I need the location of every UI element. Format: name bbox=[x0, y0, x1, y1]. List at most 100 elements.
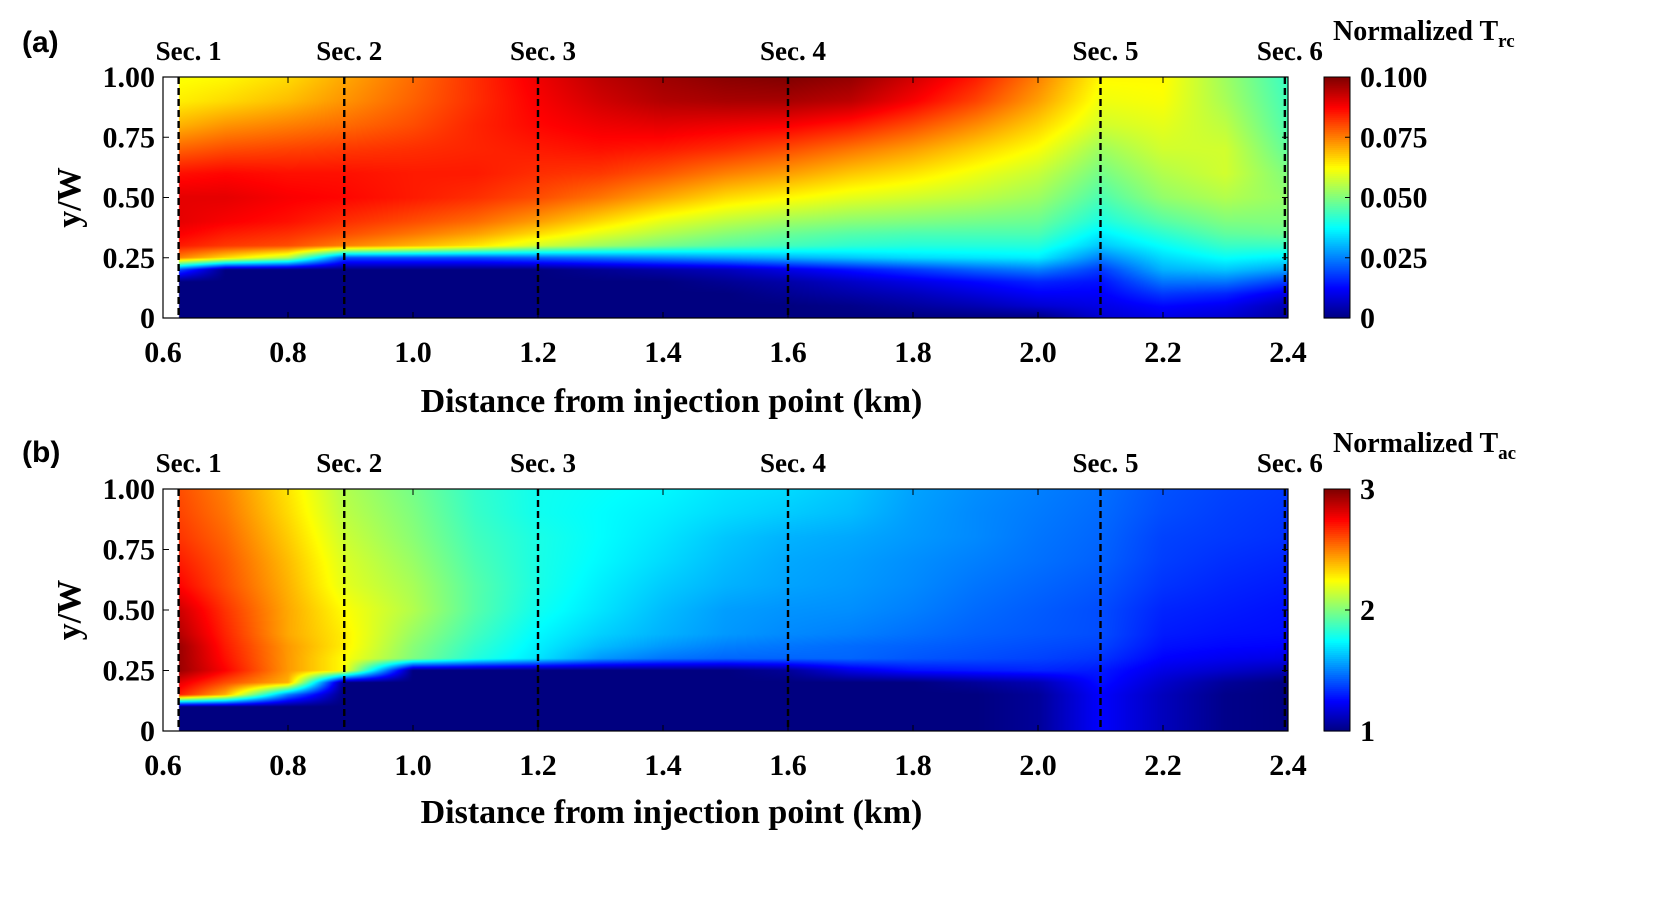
colorbar-tick-label: 0.025 bbox=[1360, 242, 1428, 275]
colorbar-segment bbox=[1324, 658, 1350, 662]
colorbar-segment bbox=[1324, 303, 1350, 307]
colorbar-segment bbox=[1324, 135, 1350, 138]
colorbar-segment bbox=[1324, 105, 1350, 108]
colorbar-segment bbox=[1324, 253, 1350, 257]
colorbar-segment bbox=[1324, 213, 1350, 217]
colorbar-segment bbox=[1324, 515, 1350, 518]
colorbar-segment bbox=[1324, 565, 1350, 569]
colorbar-segment bbox=[1324, 275, 1350, 279]
section-label: Sec. 6 bbox=[1257, 36, 1323, 66]
colorbar-segment bbox=[1324, 724, 1350, 728]
colorbar-segment bbox=[1324, 305, 1350, 309]
colorbar-segment bbox=[1324, 201, 1350, 205]
colorbar-segment bbox=[1324, 618, 1350, 621]
colorbar-segment bbox=[1324, 307, 1350, 311]
colorbar-segment bbox=[1324, 127, 1350, 130]
colorbar-segment bbox=[1324, 281, 1350, 285]
colorbar-segment bbox=[1324, 245, 1350, 249]
colorbar-segment bbox=[1324, 523, 1350, 526]
colorbar-segment bbox=[1324, 605, 1350, 609]
colorbar-title-main: Normalized T bbox=[1333, 428, 1498, 459]
colorbar-segment bbox=[1324, 509, 1350, 512]
colorbar-segment bbox=[1324, 533, 1350, 536]
colorbar-segment bbox=[1324, 535, 1350, 538]
colorbar-segment bbox=[1324, 589, 1350, 593]
colorbar-segment bbox=[1324, 85, 1350, 88]
colorbar-segment bbox=[1324, 642, 1350, 645]
colorbar-segment bbox=[1324, 704, 1350, 708]
colorbar-segment bbox=[1324, 177, 1350, 181]
colorbar-segment bbox=[1324, 603, 1350, 607]
colorbar-segment bbox=[1324, 149, 1350, 152]
colorbar-segment bbox=[1324, 720, 1350, 724]
colorbar-segment bbox=[1324, 547, 1350, 551]
x-tick-label: 2.4 bbox=[1269, 336, 1307, 369]
colorbar-segment bbox=[1324, 277, 1350, 281]
section-label: Sec. 2 bbox=[316, 36, 382, 66]
colorbar-segment bbox=[1324, 159, 1350, 162]
colorbar-title: Normalized Tac bbox=[1333, 428, 1516, 464]
x-tick-label: 0.6 bbox=[144, 749, 182, 782]
colorbar-segment bbox=[1324, 525, 1350, 528]
colorbar-segment bbox=[1324, 638, 1350, 641]
colorbar-segment bbox=[1324, 626, 1350, 629]
colorbar-segment bbox=[1324, 559, 1350, 563]
colorbar-segment bbox=[1324, 295, 1350, 299]
colorbar-segment bbox=[1324, 706, 1350, 710]
colorbar-segment bbox=[1324, 501, 1350, 504]
colorbar-segment bbox=[1324, 616, 1350, 619]
colorbar-segment bbox=[1324, 249, 1350, 253]
colorbar-segment bbox=[1324, 131, 1350, 134]
colorbar-segment bbox=[1324, 688, 1350, 692]
colorbar-segment bbox=[1324, 203, 1350, 207]
colorbar-segment bbox=[1324, 109, 1350, 112]
colorbar-segment bbox=[1324, 139, 1350, 142]
colorbar-segment bbox=[1324, 541, 1350, 545]
colorbar-segment bbox=[1324, 702, 1350, 706]
colorbar-segment bbox=[1324, 561, 1350, 565]
colorbar-segment bbox=[1324, 575, 1350, 579]
colorbar-segment bbox=[1324, 173, 1350, 177]
colorbar-segment bbox=[1324, 257, 1350, 261]
colorbar-segment bbox=[1324, 519, 1350, 522]
colorbar-segment bbox=[1324, 489, 1350, 492]
x-tick-label: 0.6 bbox=[144, 336, 182, 369]
colorbar-segment bbox=[1324, 115, 1350, 118]
colorbar-segment bbox=[1324, 243, 1350, 247]
x-tick-label: 0.8 bbox=[269, 749, 307, 782]
x-tick-label: 1.6 bbox=[769, 336, 807, 369]
colorbar-segment bbox=[1324, 221, 1350, 225]
colorbar-segment bbox=[1324, 682, 1350, 686]
colorbar-segment bbox=[1324, 97, 1350, 100]
colorbar-segment bbox=[1324, 636, 1350, 639]
colorbar-segment bbox=[1324, 716, 1350, 720]
colorbar-segment bbox=[1324, 151, 1350, 154]
colorbar-segment bbox=[1324, 529, 1350, 532]
colorbar-segment bbox=[1324, 217, 1350, 221]
colorbar-segment bbox=[1324, 313, 1350, 317]
colorbar-title: Normalized Trc bbox=[1333, 16, 1515, 52]
section-label: Sec. 5 bbox=[1073, 448, 1139, 478]
colorbar-segment bbox=[1324, 567, 1350, 571]
colorbar-segment bbox=[1324, 549, 1350, 553]
colorbar-segment bbox=[1324, 539, 1350, 543]
colorbar-segment bbox=[1324, 513, 1350, 516]
y-tick-label: 0 bbox=[140, 302, 155, 335]
y-tick-label: 0.50 bbox=[103, 594, 156, 627]
colorbar-segment bbox=[1324, 728, 1350, 732]
colorbar-segment bbox=[1324, 267, 1350, 271]
colorbar-segment bbox=[1324, 666, 1350, 670]
colorbar-segment bbox=[1324, 309, 1350, 313]
colorbar-title-subscript: ac bbox=[1498, 443, 1516, 464]
colorbar-segment bbox=[1324, 601, 1350, 605]
colorbar-segment bbox=[1324, 571, 1350, 575]
colorbar-segment bbox=[1324, 710, 1350, 714]
colorbar-segment bbox=[1324, 289, 1350, 293]
colorbar-segment bbox=[1324, 493, 1350, 496]
colorbar-segment bbox=[1324, 497, 1350, 500]
colorbar-segment bbox=[1324, 155, 1350, 158]
y-tick-label: 0.50 bbox=[103, 182, 156, 215]
colorbar-segment bbox=[1324, 690, 1350, 694]
colorbar-segment bbox=[1324, 199, 1350, 203]
